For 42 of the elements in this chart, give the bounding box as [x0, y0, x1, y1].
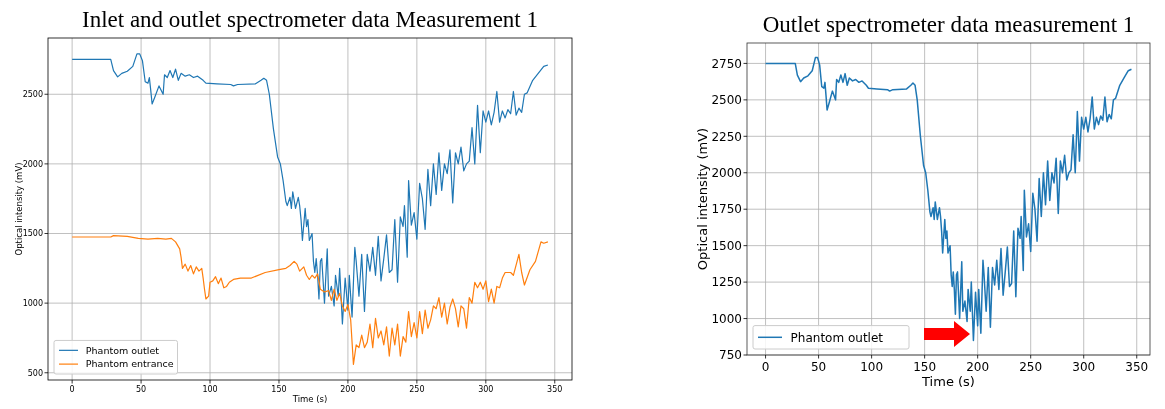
y-tick-label: 1500 [711, 238, 742, 253]
y-tick-label: 1500 [22, 229, 43, 239]
x-tick-label: 0 [761, 360, 770, 374]
chart-title: Inlet and outlet spectrometer data Measurement 1 [82, 7, 538, 32]
x-tick-label: 200 [966, 360, 990, 374]
x-tick-label: 0 [69, 385, 75, 394]
y-axis-title: Optical intensity (mV) [13, 162, 24, 256]
y-tick-label: 2750 [711, 56, 742, 71]
legend-label: Phantom entrance [85, 358, 174, 370]
y-tick-label: 2000 [22, 159, 43, 169]
legend-label: Phantom outlet [790, 330, 884, 345]
x-tick-label: 150 [271, 385, 287, 394]
x-axis-title: Time (s) [921, 374, 975, 389]
y-tick-label: 1250 [711, 275, 742, 290]
x-tick-label: 250 [1019, 360, 1043, 374]
y-tick-label: 1000 [22, 298, 43, 308]
x-tick-label: 50 [135, 385, 147, 394]
y-tick-label: 500 [27, 368, 43, 378]
line-series [71, 53, 549, 325]
x-tick-label: 350 [1125, 360, 1149, 374]
legend-label: Phantom outlet [85, 344, 160, 356]
x-tick-label: 300 [1072, 360, 1096, 374]
x-tick-label: 200 [340, 385, 356, 394]
x-tick-label: 150 [913, 360, 937, 374]
line-series [71, 235, 549, 365]
x-tick-label: 100 [860, 360, 884, 374]
x-tick-label: 250 [409, 385, 425, 394]
x-tick-label: 350 [547, 385, 563, 394]
y-tick-label: 1750 [711, 202, 742, 217]
y-tick-label: 2250 [711, 129, 742, 144]
chart-title: Outlet spectrometer data measurement 1 [762, 12, 1135, 37]
y-tick-label: 750 [719, 348, 742, 363]
y-tick-label: 1000 [711, 311, 742, 326]
line-series [764, 56, 1133, 342]
x-axis-title: Time (s) [291, 394, 328, 404]
y-tick-label: 2000 [711, 165, 742, 180]
y-tick-label: 2500 [711, 93, 742, 108]
y-tick-label: 2500 [22, 90, 43, 100]
x-tick-label: 100 [202, 385, 218, 394]
x-tick-label: 300 [478, 385, 494, 394]
y-axis-title: Optical intensity (mV) [695, 127, 711, 271]
x-tick-label: 50 [810, 360, 827, 374]
